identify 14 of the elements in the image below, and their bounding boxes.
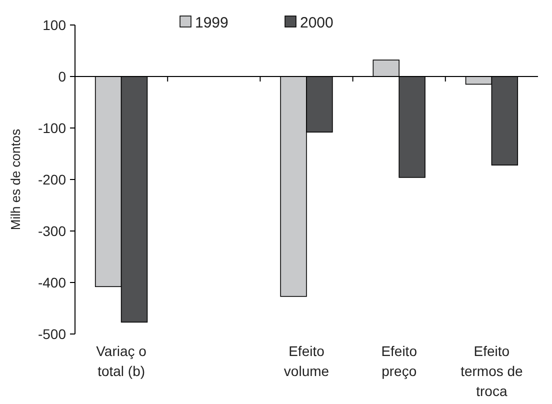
x-tick-label: Variaç o total (b)	[96, 343, 147, 379]
x-tick-label: Efeito preço	[381, 343, 418, 379]
y-tick-label: -400	[38, 274, 66, 290]
y-tick-label: 100	[42, 16, 66, 33]
legend-label: 1999	[195, 14, 228, 32]
legend-label: 2000	[300, 14, 334, 32]
y-tick-label: -200	[38, 171, 66, 188]
y-tick-label: -100	[38, 120, 66, 136]
y-tick-label: -500	[38, 326, 66, 342]
y-tick-label: -300	[38, 222, 66, 239]
x-tick-label: Efeito volume	[284, 343, 330, 379]
x-tick-label: Efeito termos de troca	[460, 343, 524, 399]
y-tick-label: 0	[58, 68, 66, 84]
y-axis-title: Milh es de contos	[8, 128, 23, 230]
